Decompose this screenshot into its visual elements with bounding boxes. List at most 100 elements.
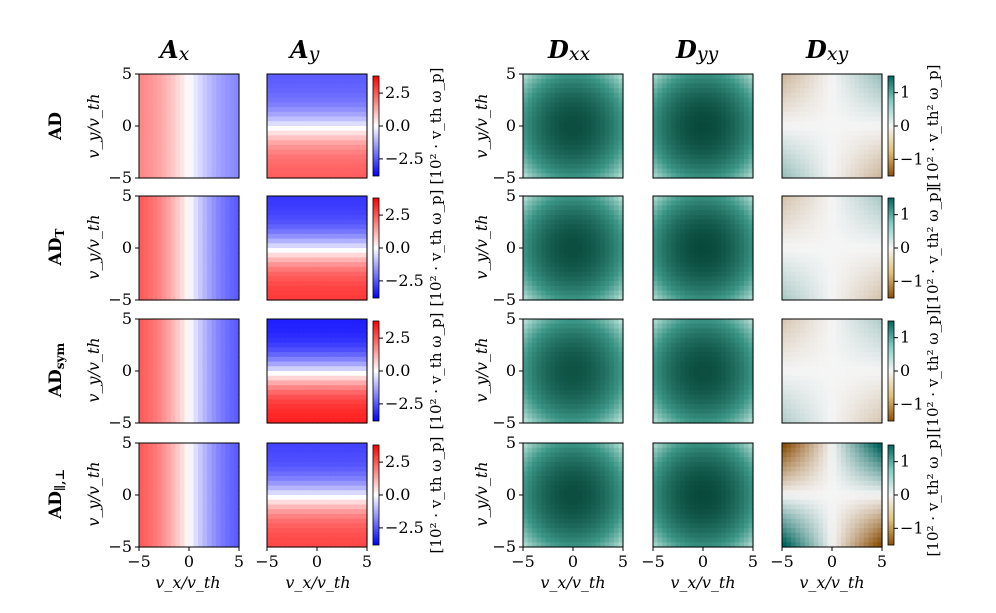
- heatmap-cell: [344, 144, 350, 151]
- heatmap-cell: [586, 290, 592, 296]
- heatmap-cell: [294, 238, 300, 244]
- heatmap-cell: [657, 159, 663, 165]
- heatmap-cell: [216, 126, 222, 132]
- heatmap-cell: [675, 252, 681, 259]
- heatmap-cell: [193, 121, 199, 127]
- heatmap-cell: [671, 74, 677, 80]
- heatmap-cell: [317, 290, 323, 296]
- heatmap-cell: [276, 97, 282, 103]
- heatmap-cell: [189, 159, 195, 165]
- heatmap-cell: [179, 140, 186, 146]
- heatmap-cell: [845, 92, 851, 99]
- heatmap-cell: [198, 285, 204, 292]
- heatmap-cell: [653, 205, 659, 211]
- heatmap-cell: [143, 154, 149, 160]
- heatmap-cell: [152, 366, 158, 372]
- heatmap-cell: [725, 135, 731, 141]
- heatmap-cell: [872, 163, 879, 170]
- heatmap-cell: [809, 257, 815, 263]
- heatmap-cell: [523, 140, 529, 146]
- heatmap-cell: [791, 140, 797, 146]
- heatmap-cell: [184, 233, 190, 240]
- heatmap-cell: [193, 144, 199, 151]
- heatmap-cell: [600, 102, 606, 108]
- heatmap-cell: [707, 149, 713, 155]
- heatmap-cell: [703, 159, 709, 165]
- heatmap-cell: [157, 285, 163, 292]
- heatmap-cell: [813, 262, 819, 268]
- heatmap-cell: [657, 168, 663, 174]
- heatmap-cell: [189, 276, 195, 282]
- heatmap-cell: [739, 121, 745, 127]
- heatmap-cell: [166, 159, 172, 165]
- heatmap-cell: [326, 224, 332, 230]
- heatmap-cell: [684, 135, 690, 141]
- heatmap-cell: [716, 205, 722, 211]
- heatmap-cell: [804, 290, 810, 296]
- heatmap-cell: [523, 233, 529, 240]
- heatmap-cell: [362, 238, 368, 244]
- heatmap-cell: [707, 116, 713, 122]
- heatmap-cell: [532, 144, 538, 151]
- heatmap-cell: [707, 121, 713, 127]
- heatmap-cell: [317, 78, 323, 85]
- heatmap-cell: [707, 238, 713, 244]
- heatmap-cell: [554, 281, 560, 287]
- heatmap-cell: [271, 173, 277, 179]
- heatmap-cell: [541, 200, 547, 207]
- heatmap-cell: [271, 252, 277, 259]
- heatmap-cell: [330, 276, 336, 282]
- heatmap-cell: [312, 159, 318, 165]
- heatmap-cell: [832, 238, 838, 244]
- heatmap-cell: [294, 257, 300, 263]
- heatmap-cell: [335, 224, 341, 230]
- heatmap-cell: [595, 285, 601, 292]
- heatmap-cell: [877, 116, 883, 122]
- heatmap-cell: [595, 116, 601, 122]
- heatmap-cell: [595, 126, 601, 132]
- heatmap-cell: [532, 276, 538, 282]
- heatmap-cell: [170, 210, 176, 216]
- heatmap-cell: [613, 111, 620, 118]
- heatmap-cell: [832, 130, 838, 137]
- heatmap-cell: [693, 97, 700, 103]
- heatmap-cell: [143, 233, 149, 240]
- heatmap-cell: [559, 159, 565, 165]
- heatmap-cell: [139, 413, 145, 419]
- heatmap-cell: [523, 257, 529, 263]
- heatmap-cell: [804, 140, 810, 146]
- heatmap-cell: [280, 243, 286, 249]
- heatmap-cell: [832, 233, 838, 240]
- heatmap-cell: [523, 111, 529, 118]
- heatmap-cell: [161, 149, 167, 155]
- heatmap-cell: [298, 135, 304, 141]
- heatmap-cell: [600, 107, 606, 113]
- heatmap-cell: [184, 74, 190, 80]
- heatmap-cell: [211, 252, 217, 259]
- heatmap-cell: [344, 149, 350, 155]
- heatmap-cell: [189, 163, 195, 170]
- heatmap-cell: [582, 130, 588, 137]
- heatmap-cell: [698, 233, 704, 240]
- heatmap-cell: [143, 276, 149, 282]
- heatmap-cell: [586, 200, 592, 207]
- heatmap-cell: [877, 266, 883, 273]
- heatmap-cell: [229, 111, 236, 118]
- heatmap-cell: [184, 126, 190, 132]
- heatmap-cell: [198, 88, 204, 94]
- heatmap-cell: [335, 219, 341, 225]
- heatmap-cell: [348, 214, 354, 221]
- heatmap-cell: [662, 200, 668, 207]
- heatmap-cell: [523, 159, 529, 165]
- heatmap-cell: [276, 107, 282, 113]
- heatmap-cell: [545, 107, 551, 113]
- heatmap-cell: [730, 271, 736, 277]
- heatmap-cell: [618, 205, 624, 211]
- heatmap-cell: [353, 126, 359, 132]
- heatmap-cell: [568, 111, 574, 118]
- heatmap-cell: [845, 243, 851, 249]
- heatmap-cell: [809, 92, 815, 99]
- heatmap-cell: [179, 196, 186, 202]
- heatmap-cell: [148, 88, 154, 94]
- heatmap-cell: [813, 88, 819, 94]
